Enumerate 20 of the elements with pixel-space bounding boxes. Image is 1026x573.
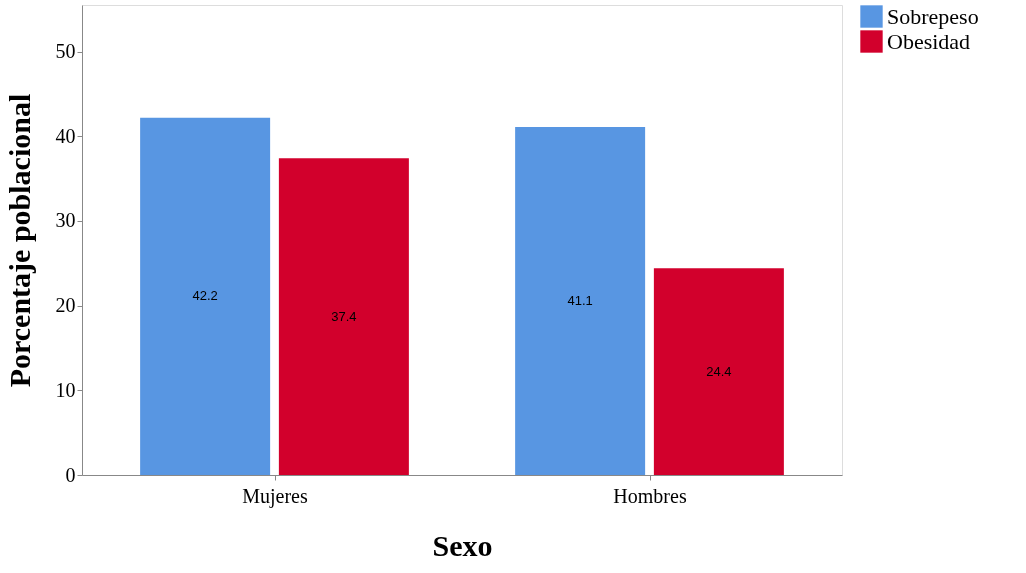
- y-tick-label: 50: [55, 40, 76, 63]
- bar: [653, 268, 784, 475]
- y-tick-label: 40: [55, 124, 76, 147]
- bar: [515, 126, 646, 475]
- x-tick-label: Mujeres: [242, 484, 308, 508]
- data-label: 37.4: [331, 308, 357, 324]
- x-axis-title: Sexo: [432, 528, 493, 562]
- data-label: 24.4: [706, 363, 732, 379]
- data-label: 42.2: [192, 288, 218, 304]
- bar: [278, 158, 409, 475]
- y-tick-label: 30: [55, 209, 76, 232]
- legend-label: Obesidad: [887, 28, 971, 54]
- legend-label: Sobrepeso: [887, 3, 979, 29]
- y-axis-title: Porcentaje poblacional: [2, 93, 36, 388]
- y-tick-label: 10: [55, 378, 76, 401]
- x-tick-label: Hombres: [613, 484, 687, 507]
- y-tick-label: 0: [65, 463, 76, 486]
- data-label: 41.1: [567, 292, 593, 308]
- y-tick-label: 20: [55, 294, 76, 317]
- bar: [140, 117, 271, 475]
